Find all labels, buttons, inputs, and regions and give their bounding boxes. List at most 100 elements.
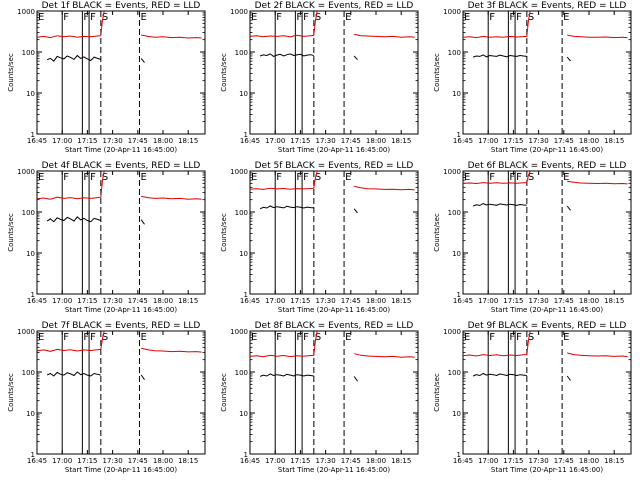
events-series-line	[140, 219, 145, 225]
x-tick-label: 18:00	[579, 137, 599, 145]
events-series-line	[472, 54, 527, 58]
y-tick-label: 1000	[443, 8, 461, 16]
event-marker-label: F	[63, 172, 69, 183]
event-marker-label: F	[63, 12, 69, 23]
detector-chart: Det 2f BLACK = Events, RED = LLD 16:45 17:…	[220, 1, 419, 154]
event-marker-label: F	[90, 172, 96, 183]
x-tick-label: 16:45	[27, 297, 47, 305]
x-tick-label: 16:45	[453, 297, 473, 305]
x-tick-label: 18:15	[178, 297, 198, 305]
lld-series-line	[354, 353, 415, 358]
x-tick-label: 18:00	[366, 137, 386, 145]
y-tick-label: 100	[22, 369, 35, 377]
y-tick-label: 1000	[443, 328, 461, 336]
x-tick-label: 17:15	[77, 137, 97, 145]
y-axis-label: Counts/sec	[220, 373, 228, 412]
x-axis-label: Start Time (20-Apr-11 16:45:00)	[65, 306, 177, 314]
x-axis-label: Start Time (20-Apr-11 16:45:00)	[491, 306, 603, 314]
x-tick-label: 16:45	[240, 457, 260, 465]
event-marker-label: S	[315, 332, 321, 343]
event-marker-label: E	[251, 332, 257, 343]
x-tick-label: 18:00	[366, 457, 386, 465]
y-axis-label: Counts/sec	[433, 213, 441, 252]
y-tick-label: 100	[448, 209, 461, 217]
lld-series-line	[567, 180, 628, 185]
event-marker-label: S	[528, 332, 534, 343]
event-marker-label: S	[528, 172, 534, 183]
lld-series-line	[462, 170, 531, 185]
event-marker-label: E	[38, 172, 44, 183]
y-tick-label: 1	[31, 451, 35, 459]
x-tick-label: 18:15	[604, 137, 624, 145]
detector-chart: Det 8f BLACK = Events, RED = LLD 16:45 17:…	[220, 321, 419, 474]
x-tick-label: 17:00	[478, 137, 498, 145]
event-marker-label: F	[509, 172, 515, 183]
event-marker-label: E	[563, 332, 569, 343]
event-marker-label: E	[345, 332, 351, 343]
lld-series-line	[249, 330, 318, 358]
event-marker-label: E	[251, 12, 257, 23]
y-tick-label: 1	[244, 291, 248, 299]
event-marker-label: F	[516, 12, 522, 23]
x-tick-label: 17:15	[503, 297, 523, 305]
x-tick-label: 17:15	[290, 297, 310, 305]
x-tick-label: 17:15	[77, 457, 97, 465]
detector-chart: Det 9f BLACK = Events, RED = LLD 16:45 17:…	[433, 321, 632, 474]
lld-series-line	[36, 330, 105, 352]
events-series-line	[46, 216, 101, 223]
x-tick-label: 17:45	[128, 137, 148, 145]
x-axis-label: Start Time (20-Apr-11 16:45:00)	[278, 466, 390, 474]
event-marker-label: F	[303, 12, 309, 23]
y-tick-label: 100	[448, 49, 461, 57]
x-tick-label: 18:15	[391, 457, 411, 465]
y-tick-label: 1000	[443, 168, 461, 176]
event-marker-label: F	[83, 332, 89, 343]
y-tick-label: 10	[452, 410, 461, 418]
x-tick-label: 16:45	[240, 137, 260, 145]
x-tick-label: 18:00	[153, 457, 173, 465]
detector-chart: Det 6f BLACK = Events, RED = LLD 16:45 17:…	[433, 161, 632, 314]
x-tick-label: 18:15	[604, 457, 624, 465]
events-series-line	[140, 58, 145, 63]
chart-title: Det 9f BLACK = Events, RED = LLD	[468, 321, 627, 331]
event-marker-label: S	[102, 172, 108, 183]
event-marker-label: F	[296, 172, 302, 183]
y-axis-label: Counts/sec	[220, 213, 228, 252]
x-tick-label: 17:45	[128, 297, 148, 305]
chart-title: Det 6f BLACK = Events, RED = LLD	[468, 161, 627, 171]
y-tick-label: 1000	[230, 168, 248, 176]
x-tick-label: 17:30	[316, 297, 336, 305]
chart-title: Det 2f BLACK = Events, RED = LLD	[255, 1, 414, 11]
event-marker-label: F	[509, 332, 515, 343]
event-marker-label: F	[303, 172, 309, 183]
x-tick-label: 17:30	[316, 137, 336, 145]
x-axis-label: Start Time (20-Apr-11 16:45:00)	[491, 466, 603, 474]
x-tick-label: 18:15	[604, 297, 624, 305]
x-axis-label: Start Time (20-Apr-11 16:45:00)	[278, 306, 390, 314]
lld-series-line	[36, 10, 105, 39]
x-tick-label: 16:45	[453, 137, 473, 145]
x-tick-label: 17:45	[341, 457, 361, 465]
y-tick-label: 1000	[17, 168, 35, 176]
event-marker-label: F	[276, 12, 282, 23]
lld-series-line	[141, 195, 202, 200]
y-tick-label: 1000	[17, 328, 35, 336]
y-axis-label: Counts/sec	[433, 373, 441, 412]
events-series-line	[259, 373, 314, 377]
lld-series-line	[249, 10, 318, 38]
events-series-line	[259, 53, 314, 57]
x-tick-label: 17:30	[529, 297, 549, 305]
y-tick-label: 1000	[17, 8, 35, 16]
x-tick-label: 16:45	[453, 457, 473, 465]
y-axis-label: Counts/sec	[7, 53, 15, 92]
event-marker-label: E	[140, 172, 146, 183]
detector-chart: Det 4f BLACK = Events, RED = LLD 16:45 17:…	[7, 161, 206, 314]
y-tick-label: 1	[457, 131, 461, 139]
events-series-line	[566, 56, 571, 62]
event-marker-label: E	[563, 12, 569, 23]
x-tick-label: 17:00	[265, 137, 285, 145]
event-marker-label: F	[516, 332, 522, 343]
chart-title: Det 3f BLACK = Events, RED = LLD	[468, 1, 627, 11]
events-series-line	[472, 372, 527, 377]
